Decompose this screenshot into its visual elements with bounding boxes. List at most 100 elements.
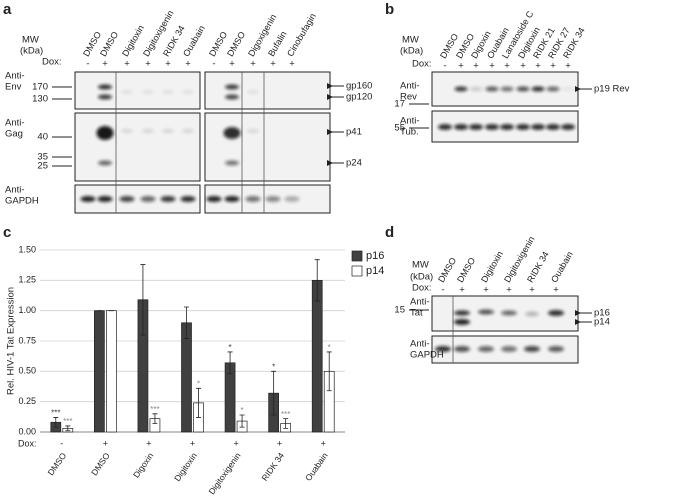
bar — [181, 322, 192, 433]
band — [561, 124, 575, 130]
dox-value: + — [553, 285, 559, 296]
error-bar — [65, 425, 71, 432]
band — [162, 129, 174, 133]
band — [98, 84, 112, 90]
bar — [94, 310, 105, 433]
y-tick-label: 0.25 — [18, 396, 36, 406]
band — [98, 94, 112, 100]
mw-marker: 40 — [37, 132, 48, 143]
band — [485, 86, 499, 92]
band — [435, 346, 451, 352]
dox-value: + — [250, 59, 256, 70]
mw-marker: 35 — [37, 152, 48, 163]
significance: * — [241, 406, 244, 415]
y-axis-label: Rel. HIV-1 Tat Expression — [6, 287, 17, 395]
band — [485, 124, 499, 130]
band — [454, 124, 468, 130]
error-bar — [239, 414, 245, 428]
mw-label: (kDa) — [410, 272, 433, 283]
dox-label: Dox: — [412, 283, 432, 294]
dox-value: - — [60, 438, 63, 448]
band — [438, 124, 452, 130]
lane-label: DMSO — [455, 256, 477, 284]
bar — [311, 279, 323, 433]
band — [80, 196, 96, 202]
band — [548, 346, 564, 352]
dox-value: + — [520, 61, 526, 72]
band — [501, 346, 517, 352]
band — [97, 196, 113, 202]
band — [546, 86, 560, 92]
blot — [74, 71, 201, 110]
dox-value: + — [489, 61, 495, 72]
antibody-label: Gag — [5, 129, 23, 140]
legend-label: p14 — [366, 265, 384, 277]
dox-value: + — [506, 285, 512, 296]
antibody-label: Anti- — [5, 71, 25, 82]
x-tick-label: DMSO — [89, 450, 112, 477]
band — [245, 196, 261, 202]
dox-value: + — [277, 438, 282, 448]
legend-label: p16 — [366, 250, 384, 262]
error-bar — [314, 259, 320, 302]
antibody-label: Anti- — [400, 81, 420, 92]
band — [531, 124, 545, 130]
band — [247, 90, 259, 94]
band — [119, 196, 135, 202]
band — [140, 196, 156, 202]
band-label: gp160 — [346, 81, 372, 92]
dox-value: - — [212, 59, 215, 70]
dox-value: + — [233, 438, 238, 448]
dox-value: + — [289, 59, 295, 70]
mw-label: (kDa) — [20, 46, 43, 57]
dox-value: + — [550, 61, 556, 72]
mw-label: (kDa) — [400, 46, 423, 57]
dox-value: + — [124, 59, 130, 70]
antibody-label: GAPDH — [410, 350, 444, 361]
band — [469, 124, 483, 130]
error-bar — [283, 418, 289, 429]
band — [96, 126, 114, 140]
dox-value: + — [190, 438, 195, 448]
significance: * — [197, 379, 200, 388]
significance: *** — [51, 409, 60, 418]
band — [561, 86, 575, 92]
dox-value: - — [86, 59, 89, 70]
band — [224, 196, 240, 202]
band — [182, 90, 194, 94]
band — [121, 90, 133, 94]
x-tick-label: RIDK 34 — [260, 450, 287, 482]
blot — [74, 112, 201, 182]
error-bar — [152, 413, 158, 424]
band — [454, 86, 468, 92]
band — [454, 310, 470, 316]
band — [501, 310, 517, 316]
band — [454, 346, 470, 352]
bar — [106, 310, 117, 433]
band-label: p19 Rev — [594, 84, 630, 95]
error-bar — [227, 351, 233, 375]
dox-value: + — [565, 61, 571, 72]
antibody-label: Anti- — [5, 118, 25, 129]
error-bar — [53, 417, 59, 428]
lane-label: Ouabain — [549, 250, 575, 284]
band — [182, 129, 194, 133]
dox-value: - — [441, 285, 444, 296]
dox-value: + — [504, 61, 510, 72]
lane-label: RIDK 34 — [525, 250, 551, 284]
significance: * — [229, 343, 232, 352]
band — [454, 319, 470, 325]
antibody-label: Tat — [410, 308, 423, 319]
x-tick-label: Ouabain — [303, 450, 330, 482]
antibody-label: Anti- — [410, 339, 430, 350]
band — [180, 196, 196, 202]
dox-value: + — [458, 61, 464, 72]
dox-value: + — [270, 59, 276, 70]
band — [546, 124, 560, 130]
band-label: p24 — [346, 158, 362, 169]
band-label: p14 — [594, 317, 610, 328]
band — [225, 84, 239, 90]
antibody-label: Anti- — [400, 116, 420, 127]
band — [469, 86, 483, 92]
